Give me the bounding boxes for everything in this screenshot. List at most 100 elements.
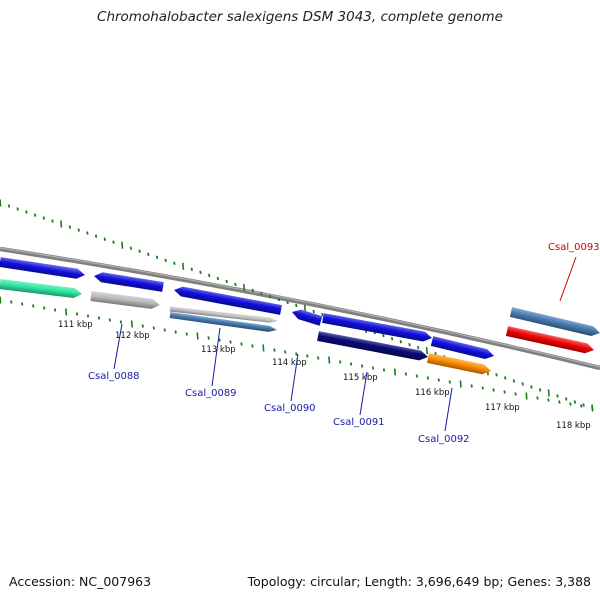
outer-tick — [582, 403, 585, 407]
outer-tick — [42, 216, 45, 220]
gene-arrow — [94, 272, 164, 292]
gene-label-leader — [113, 323, 123, 370]
inner-tick — [328, 356, 331, 364]
inner-tick — [492, 388, 495, 392]
gene-label: Csal_0090 — [264, 403, 316, 414]
outer-tick — [425, 347, 428, 355]
inner-tick — [86, 314, 90, 318]
inner-tick — [10, 300, 13, 304]
outer-tick — [138, 249, 141, 253]
inner-tick — [53, 308, 57, 312]
gene-arrow — [169, 312, 277, 332]
gene-label-leader — [359, 371, 368, 416]
inner-tick — [349, 362, 353, 366]
tick-label: 114 kbp — [272, 358, 307, 368]
inner-tick — [65, 308, 68, 316]
gene-label: Csal_0089 — [185, 388, 237, 399]
outer-tick — [51, 219, 54, 223]
outer-tick — [190, 267, 193, 271]
inner-tick — [75, 312, 79, 316]
tick-label: 111 kbp — [58, 320, 93, 330]
outer-tick — [408, 343, 411, 347]
outer-tick — [68, 225, 72, 229]
gene-arrow — [430, 336, 494, 359]
inner-tick — [196, 332, 199, 340]
inner-tick — [470, 384, 473, 388]
gene-label: Csal_0092 — [418, 434, 470, 445]
outer-tick — [103, 237, 106, 241]
gene-label: Csal_0091 — [333, 417, 385, 428]
tick-label: 115 kbp — [343, 373, 378, 383]
outer-tick — [321, 312, 324, 317]
outer-tick — [33, 213, 37, 217]
inner-tick — [525, 392, 528, 400]
gene-arrow — [0, 257, 85, 279]
outer-tick — [182, 262, 185, 270]
outer-tick — [129, 246, 133, 250]
inner-tick — [415, 374, 419, 378]
inner-tick — [569, 402, 572, 406]
inner-tick — [514, 392, 517, 396]
inner-tick — [251, 344, 254, 348]
inner-tick — [43, 306, 46, 310]
inner-tick — [273, 348, 276, 352]
inner-tick — [185, 332, 188, 336]
outer-tick — [121, 241, 124, 249]
gene-arrow — [509, 307, 600, 336]
inner-tick — [339, 360, 342, 364]
gene-label-leader — [444, 387, 453, 432]
outer-tick — [77, 228, 80, 232]
inner-tick — [108, 318, 112, 322]
outer-tick — [0, 199, 2, 207]
gene-arrow — [427, 353, 491, 375]
inner-tick — [21, 302, 24, 306]
tick-label: 116 kbp — [415, 388, 450, 398]
gene-arrow — [292, 309, 323, 326]
outer-tick — [251, 288, 254, 293]
outer-tick — [147, 252, 150, 256]
outer-tick — [7, 204, 11, 208]
inner-tick — [448, 380, 451, 384]
outer-tick — [60, 220, 63, 228]
inner-tick — [119, 320, 123, 324]
inner-tick — [306, 354, 309, 358]
inner-tick — [240, 342, 243, 346]
inner-tick — [207, 336, 210, 340]
outer-tick — [173, 261, 176, 265]
tick-label: 118 kbp — [556, 421, 591, 431]
backbone-highlight — [0, 247, 600, 368]
inner-tick — [580, 404, 583, 408]
inner-tick — [152, 326, 155, 330]
outer-tick — [86, 231, 89, 235]
outer-tick — [538, 388, 542, 392]
outer-tick — [234, 282, 237, 287]
inner-tick — [141, 324, 144, 328]
inner-tick — [591, 404, 594, 412]
gene-arrow — [169, 306, 278, 323]
outer-tick — [530, 385, 533, 389]
inner-tick — [163, 328, 166, 332]
outer-tick — [199, 270, 202, 274]
inner-tick — [371, 366, 375, 370]
gene-arrow — [0, 279, 82, 298]
outer-tick — [94, 234, 98, 238]
outer-tick — [260, 291, 263, 296]
inner-tick — [558, 400, 561, 404]
backbone-line — [0, 246, 600, 371]
inner-tick — [547, 398, 550, 402]
outer-tick — [225, 279, 228, 284]
inner-tick — [426, 376, 430, 380]
outer-tick — [417, 346, 420, 350]
tick-label: 113 kbp — [201, 345, 236, 355]
inner-tick — [218, 338, 221, 342]
outer-tick — [216, 276, 220, 281]
inner-tick — [393, 368, 397, 376]
outer-tick — [277, 297, 281, 302]
outer-tick — [504, 376, 507, 380]
gene-arrow — [174, 286, 282, 315]
gene-arrow — [90, 291, 160, 309]
outer-tick — [495, 373, 498, 377]
inner-tick — [382, 368, 386, 372]
gene-arrow — [505, 326, 594, 354]
outer-tick — [208, 273, 211, 278]
